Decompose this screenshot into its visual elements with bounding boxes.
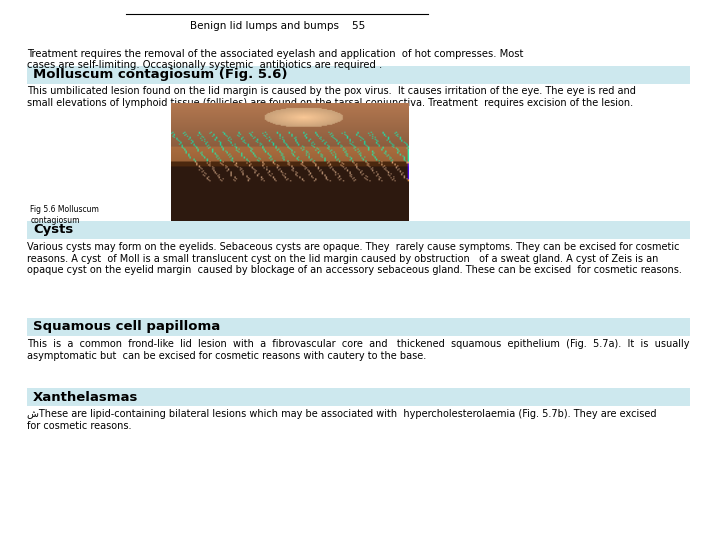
FancyBboxPatch shape bbox=[27, 66, 690, 84]
FancyBboxPatch shape bbox=[27, 221, 690, 239]
FancyBboxPatch shape bbox=[27, 318, 690, 336]
Text: شThese are lipid-containing bilateral lesions which may be associated with  hype: شThese are lipid-containing bilateral le… bbox=[27, 409, 657, 431]
Text: This umbilicated lesion found on the lid margin is caused by the pox virus.  It : This umbilicated lesion found on the lid… bbox=[27, 86, 636, 108]
Text: Treatment requires the removal of the associated eyelash and application  of hot: Treatment requires the removal of the as… bbox=[27, 49, 523, 70]
Text: Various cysts may form on the eyelids. Sebaceous cysts are opaque. They  rarely : Various cysts may form on the eyelids. S… bbox=[27, 242, 683, 275]
Text: This  is  a  common  frond-like  lid  lesion  with  a  fibrovascular  core  and : This is a common frond-like lid lesion w… bbox=[27, 339, 690, 361]
Text: Fig 5.6 Molluscum
contagiosum: Fig 5.6 Molluscum contagiosum bbox=[30, 205, 99, 225]
Text: Benign lid lumps and bumps    55: Benign lid lumps and bumps 55 bbox=[189, 21, 365, 31]
Text: Cysts: Cysts bbox=[33, 223, 73, 237]
Text: Xanthelasmas: Xanthelasmas bbox=[33, 390, 138, 404]
Text: Molluscum contagiosum (Fig. 5.6): Molluscum contagiosum (Fig. 5.6) bbox=[33, 68, 287, 82]
Text: Squamous cell papilloma: Squamous cell papilloma bbox=[33, 320, 220, 334]
FancyBboxPatch shape bbox=[27, 388, 690, 406]
